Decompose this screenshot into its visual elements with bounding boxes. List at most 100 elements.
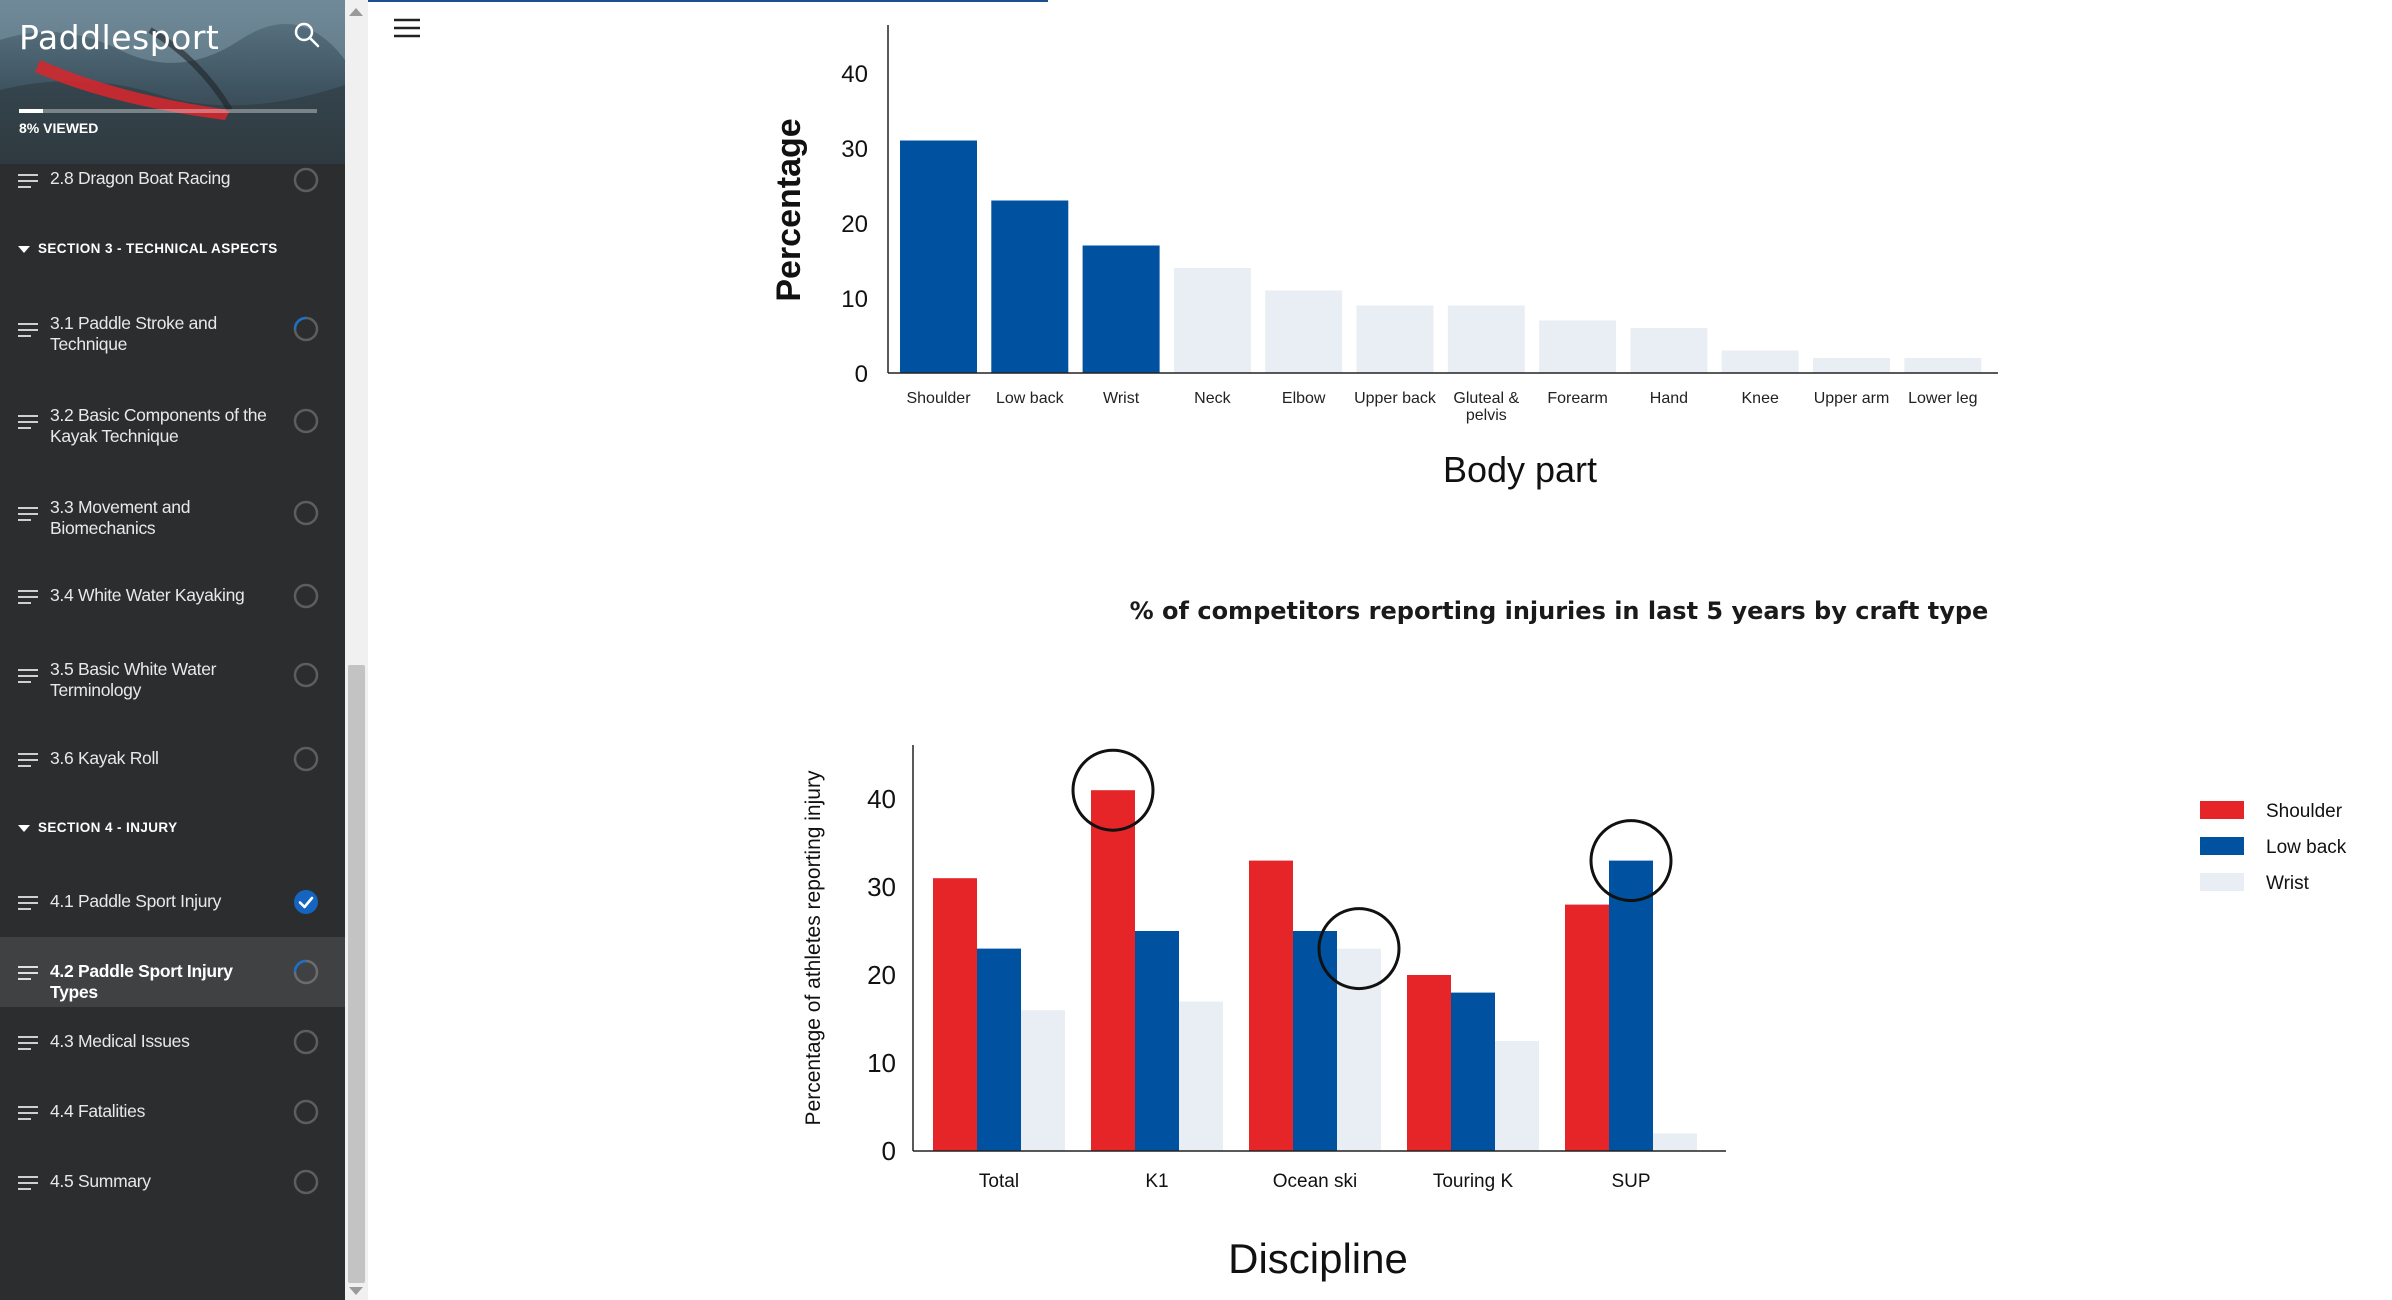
highlight-circle (1317, 907, 1401, 991)
lesson-icon (18, 1176, 38, 1190)
in-progress-icon (293, 959, 319, 985)
legend-label: Shoulder (2266, 801, 2343, 822)
bar-total-shoulder (933, 878, 977, 1151)
x-tick-label: Hand (1650, 390, 1688, 407)
legend-label: Wrist (2266, 873, 2310, 894)
bar-ocean-ski-shoulder (1249, 860, 1293, 1151)
lesson-icon (18, 323, 38, 337)
lesson-3-2[interactable]: 3.2 Basic Components of the Kayak Techni… (0, 401, 345, 451)
in-progress-icon (293, 316, 319, 342)
x-axis-label: Discipline (1228, 1235, 1408, 1282)
x-tick-label: Low back (996, 390, 1065, 407)
lesson-3-1[interactable]: 3.1 Paddle Stroke and Technique (0, 309, 345, 359)
lesson-4-5[interactable]: 4.5 Summary (0, 1166, 345, 1198)
y-tick-label: 0 (855, 361, 868, 388)
bar-sup-shoulder (1565, 904, 1609, 1151)
section-header-injury[interactable]: SECTION 4 - INJURY (18, 820, 177, 835)
bar-total-low-back (977, 948, 1021, 1151)
bar-low-back (991, 200, 1069, 373)
lesson-3-3[interactable]: 3.3 Movement and Biomechanics (0, 493, 345, 543)
lesson-icon (18, 415, 38, 429)
scroll-up-arrow-icon[interactable] (349, 8, 363, 16)
sidebar-scrollbar[interactable] (345, 0, 368, 1300)
section-header-technical-aspects[interactable]: SECTION 3 - TECHNICAL ASPECTS (18, 241, 278, 256)
not-started-icon (293, 500, 319, 526)
y-ticks-group: 0 10 20 30 40 (867, 784, 896, 1166)
x-ticks-group: Total K1 Ocean ski Touring K SUP (979, 1171, 1651, 1192)
search-icon (294, 22, 320, 48)
scroll-down-arrow-icon[interactable] (349, 1287, 363, 1295)
bar-hand (1630, 328, 1708, 373)
lesson-label: 3.5 Basic White Water Terminology (50, 659, 217, 700)
lesson-4-1[interactable]: 4.1 Paddle Sport Injury (0, 886, 345, 918)
lesson-icon (18, 669, 38, 683)
lesson-4-2-current[interactable]: 4.2 Paddle Sport Injury Types (0, 937, 345, 1007)
y-tick-label: 20 (867, 960, 896, 990)
craft-type-injury-chart: 0 10 20 30 40 Total K1 Ocean ski Touring K SUP S… (802, 745, 2347, 1282)
top-progress-rule (368, 0, 1048, 2)
bar-lower-leg (1904, 358, 1982, 373)
x-tick-label: Elbow (1282, 390, 1326, 407)
legend-label: Low back (2266, 837, 2347, 858)
legend-swatch (2200, 873, 2244, 891)
lesson-3-4[interactable]: 3.4 White Water Kayaking (0, 581, 345, 611)
progress-fill (19, 109, 43, 113)
highlight-circle (1071, 748, 1155, 832)
section-label: SECTION 4 - INJURY (38, 820, 178, 835)
lesson-label: 2.8 Dragon Boat Racing (50, 168, 231, 188)
bar-touring-k-wrist (1495, 1041, 1539, 1151)
lesson-3-5[interactable]: 3.5 Basic White Water Terminology (0, 655, 345, 705)
lesson-4-3[interactable]: 4.3 Medical Issues (0, 1026, 345, 1058)
bar-elbow (1265, 290, 1343, 373)
x-tick-label: Shoulder (906, 390, 971, 407)
x-tick-label: Knee (1742, 390, 1779, 407)
not-started-icon (293, 583, 319, 609)
scrollbar-thumb[interactable] (348, 665, 365, 1283)
y-tick-label: 30 (867, 872, 896, 902)
menu-toggle-button[interactable] (392, 16, 422, 40)
not-started-icon (293, 167, 319, 193)
not-started-icon (293, 746, 319, 772)
caret-down-icon (18, 245, 30, 253)
lesson-label: 4.5 Summary (50, 1171, 151, 1191)
section-label: SECTION 3 - TECHNICAL ASPECTS (38, 241, 278, 256)
lesson-label: 4.2 Paddle Sport Injury Types (50, 961, 233, 1002)
highlight-circles-group (1071, 748, 1673, 991)
lesson-label: 3.4 White Water Kayaking (50, 585, 245, 605)
lesson-4-4[interactable]: 4.4 Fatalities (0, 1096, 345, 1128)
lesson-content: 0 10 20 30 40 Shoulder Low back Wrist Neck Elbow… (368, 0, 2392, 1300)
x-tick-label: Forearm (1547, 390, 1607, 407)
lesson-3-6[interactable]: 3.6 Kayak Roll (0, 744, 345, 774)
lesson-label: 3.6 Kayak Roll (50, 748, 159, 768)
lesson-label: 4.3 Medical Issues (50, 1031, 190, 1051)
lesson-icon (18, 1106, 38, 1120)
chart-title: % of competitors reporting injuries in l… (1129, 597, 1989, 625)
not-started-icon (293, 662, 319, 688)
lesson-label: 3.3 Movement and Biomechanics (50, 497, 191, 538)
y-tick-label: 10 (841, 286, 868, 313)
bar-ocean-ski-wrist (1337, 948, 1381, 1151)
legend-swatch (2200, 837, 2244, 855)
x-tick-label: Touring K (1433, 1171, 1514, 1192)
lesson-icon (18, 753, 38, 767)
bar-total-wrist (1021, 1010, 1065, 1151)
bar-wrist (1082, 245, 1160, 373)
lesson-icon (18, 1036, 38, 1050)
y-tick-label: 10 (867, 1048, 896, 1078)
bar-k1-shoulder (1091, 790, 1135, 1151)
y-ticks-group: 0 10 20 30 40 (841, 61, 868, 388)
search-button[interactable] (292, 20, 322, 50)
app-title: Paddlesport (19, 18, 220, 57)
lesson-icon (18, 174, 38, 188)
bars-group (933, 790, 1697, 1151)
x-axis-label: Body part (1443, 449, 1597, 490)
not-started-icon (293, 1099, 319, 1125)
legend: Shoulder Low back Wrist (2200, 801, 2347, 894)
x-tick-label: Neck (1194, 390, 1231, 407)
check-icon (294, 890, 318, 914)
lesson-2-8[interactable]: 2.8 Dragon Boat Racing (0, 164, 345, 194)
highlight-circle (1589, 819, 1673, 903)
x-tick-label: K1 (1145, 1171, 1168, 1192)
bar-sup-wrist (1653, 1133, 1697, 1151)
bar-touring-k-low-back (1451, 992, 1495, 1151)
